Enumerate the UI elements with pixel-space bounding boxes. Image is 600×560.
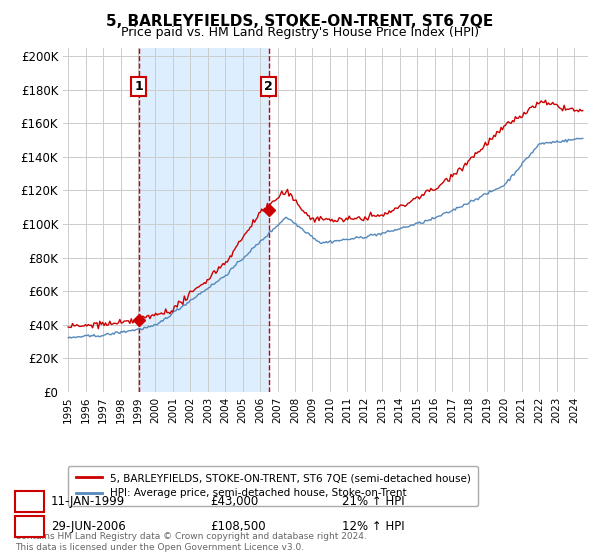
- Text: 2: 2: [25, 520, 34, 533]
- Text: £43,000: £43,000: [210, 494, 258, 508]
- Text: 21% ↑ HPI: 21% ↑ HPI: [342, 494, 404, 508]
- Text: 12% ↑ HPI: 12% ↑ HPI: [342, 520, 404, 533]
- Text: 11-JAN-1999: 11-JAN-1999: [51, 494, 125, 508]
- Legend: 5, BARLEYFIELDS, STOKE-ON-TRENT, ST6 7QE (semi-detached house), HPI: Average pri: 5, BARLEYFIELDS, STOKE-ON-TRENT, ST6 7QE…: [68, 466, 478, 506]
- Text: 1: 1: [134, 80, 143, 93]
- Text: £108,500: £108,500: [210, 520, 266, 533]
- Text: Price paid vs. HM Land Registry's House Price Index (HPI): Price paid vs. HM Land Registry's House …: [121, 26, 479, 39]
- Text: 5, BARLEYFIELDS, STOKE-ON-TRENT, ST6 7QE: 5, BARLEYFIELDS, STOKE-ON-TRENT, ST6 7QE: [106, 14, 494, 29]
- Text: Contains HM Land Registry data © Crown copyright and database right 2024.
This d: Contains HM Land Registry data © Crown c…: [15, 532, 367, 552]
- Text: 29-JUN-2006: 29-JUN-2006: [51, 520, 126, 533]
- Text: 1: 1: [25, 494, 34, 508]
- Bar: [139, 48, 269, 392]
- Text: 2: 2: [264, 80, 273, 93]
